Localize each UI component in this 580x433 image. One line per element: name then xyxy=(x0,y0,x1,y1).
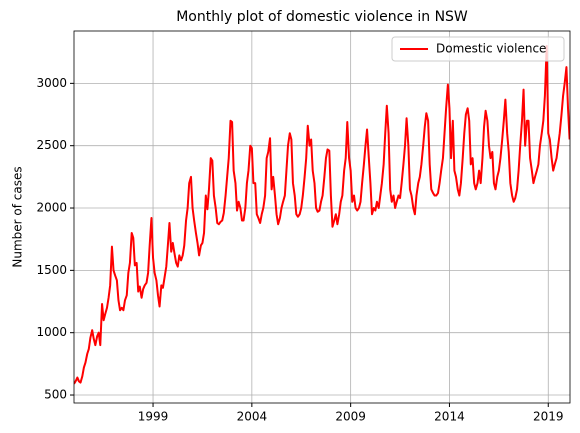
x-tick-label: 2009 xyxy=(335,410,366,424)
y-tick-label: 3000 xyxy=(36,76,67,90)
legend-label: Domestic violence xyxy=(436,42,546,56)
data-line xyxy=(74,44,570,385)
x-tick-label: 2004 xyxy=(237,410,268,424)
y-tick-label: 2000 xyxy=(36,201,67,215)
y-tick-label: 2500 xyxy=(36,138,67,152)
x-tick-label: 1999 xyxy=(138,410,169,424)
y-tick-label: 1000 xyxy=(36,325,67,339)
y-axis-label: Number of cases xyxy=(11,166,25,267)
plot-frame xyxy=(73,30,571,404)
legend-box xyxy=(391,36,565,62)
y-tick-label: 500 xyxy=(44,388,67,402)
x-tick-label: 2014 xyxy=(434,410,465,424)
plot-area xyxy=(74,44,570,385)
y-tick-label: 1500 xyxy=(36,263,67,277)
chart-title: Monthly plot of domestic violence in NSW xyxy=(176,9,468,25)
x-tick-label: 2019 xyxy=(533,410,564,424)
